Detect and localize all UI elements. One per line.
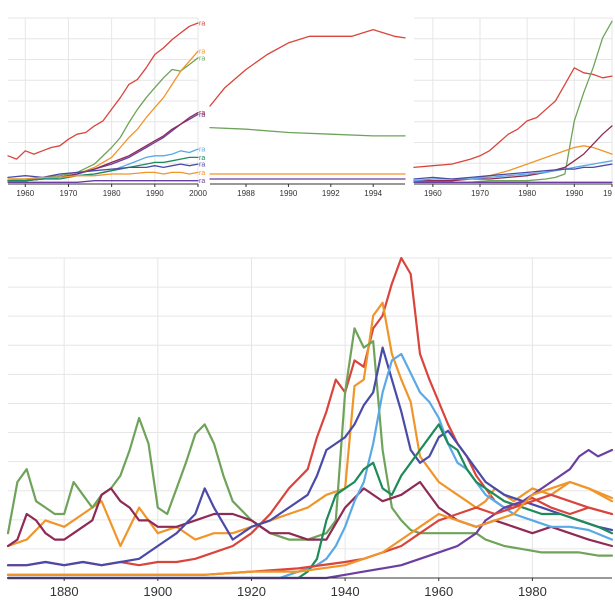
- series-line-navy: [6, 346, 614, 567]
- x-tick-label: 1920: [237, 584, 266, 599]
- x-tick-label: 1990: [146, 189, 164, 198]
- x-tick-label: 2000: [189, 189, 207, 198]
- series-line-red: [6, 256, 614, 567]
- x-tick-label: 1980: [518, 189, 536, 198]
- x-tick-label: 1900: [143, 584, 172, 599]
- x-tick-label: 1960: [424, 189, 442, 198]
- x-tick-label: 1988: [237, 189, 255, 198]
- series-line-purple: [7, 113, 199, 182]
- x-tick-label: 1990: [565, 189, 583, 198]
- x-tick-label: 1970: [471, 189, 489, 198]
- chart-top-right: 1960 1970 1980 1990 19: [413, 17, 613, 198]
- series-end-label: ra: [199, 20, 205, 27]
- x-tick-label: 1992: [322, 189, 340, 198]
- series-end-label: ra: [199, 155, 205, 162]
- series-end-label: ra: [199, 55, 205, 62]
- series-line-blue: [7, 148, 199, 182]
- series-line-orange: [6, 301, 614, 548]
- series-line-red: [209, 28, 406, 107]
- x-tick-label: 1960: [16, 189, 34, 198]
- series-line-green: [209, 126, 406, 137]
- series-end-label: ra: [199, 110, 205, 117]
- x-tick-label: 1980: [103, 189, 121, 198]
- series-line-navy: [7, 163, 199, 179]
- series-end-label: ra: [199, 170, 205, 177]
- series-end-label: ra: [199, 49, 205, 56]
- series-end-label: ra: [199, 112, 205, 119]
- series-line-navy: [413, 163, 613, 180]
- series-line-red: [7, 22, 199, 160]
- chart-top-middle: 1988 1990 1992 1994: [209, 28, 406, 198]
- series-line-orange: [6, 480, 614, 576]
- series-line-orange: [7, 171, 199, 180]
- x-tick-label: 1940: [331, 584, 360, 599]
- x-tick-label: 1970: [60, 189, 78, 198]
- chart-bottom: 1880 1900 1920 1940 1960 1980: [6, 256, 614, 599]
- series-line-purple: [6, 448, 614, 580]
- x-tick-label: 1990: [280, 189, 298, 198]
- series-line-red: [413, 67, 613, 169]
- series-line-green: [6, 327, 614, 557]
- x-tick-label: 1880: [50, 584, 79, 599]
- series-line-darkred: [413, 125, 613, 182]
- x-tick-label: 1960: [424, 584, 453, 599]
- series-line-green: [413, 20, 613, 183]
- series-line-blue: [6, 352, 614, 580]
- x-tick-label: 1980: [518, 584, 547, 599]
- x-tick-label: 19: [603, 189, 612, 198]
- series-line-green: [7, 57, 199, 180]
- series-line-purple: [7, 180, 199, 183]
- x-tick-label: 1994: [364, 189, 382, 198]
- series-end-label: ra: [199, 147, 205, 154]
- series-end-label: ra: [199, 162, 205, 169]
- series-end-label: ra: [199, 178, 205, 185]
